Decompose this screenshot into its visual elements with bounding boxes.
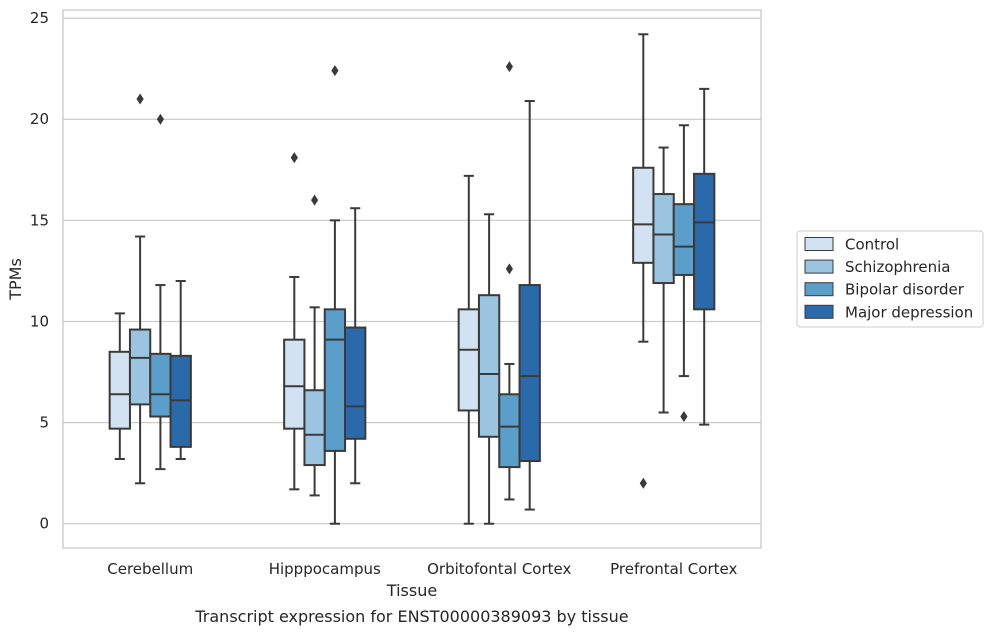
box-iqr [672, 203, 696, 276]
box-control [283, 152, 306, 491]
legend: Control Schizophrenia Bipolar disorder Majo… [796, 230, 984, 328]
box-iqr [632, 166, 655, 264]
box-iqr [693, 172, 716, 311]
box-major-depression [518, 100, 541, 511]
box-bipolar-disorder [498, 61, 521, 501]
x-axis-label: Tissue [386, 581, 437, 600]
box-bipolar-disorder [149, 113, 172, 471]
box-iqr [457, 308, 480, 412]
box-major-depression [344, 207, 367, 485]
box-iqr [498, 393, 521, 469]
box-plot-series [108, 33, 716, 525]
outlier-point [156, 113, 164, 125]
box-control [457, 174, 480, 525]
box-iqr [518, 284, 541, 463]
outlier-point [290, 152, 298, 164]
box-control [632, 33, 655, 489]
box-iqr [323, 308, 347, 452]
legend-label: Bipolar disorder [845, 281, 965, 299]
box-iqr [652, 193, 675, 285]
y-tick-label: 20 [30, 110, 49, 128]
box-schizophrenia [652, 146, 675, 414]
outlier-point [331, 65, 339, 77]
outlier-point [505, 61, 513, 73]
y-tick-label: 0 [39, 515, 49, 533]
box-iqr [303, 389, 326, 467]
box-iqr [108, 350, 131, 430]
outlier-point [311, 194, 319, 206]
outlier-point [136, 93, 144, 105]
legend-swatch [804, 304, 834, 319]
box-iqr [128, 328, 152, 406]
box-bipolar-disorder [323, 65, 347, 525]
box-schizophrenia [128, 93, 152, 485]
box-iqr [169, 354, 192, 448]
x-tick-label: Orbitofontal Cortex [427, 560, 571, 578]
box-major-depression [693, 87, 716, 426]
outlier-point [505, 263, 513, 275]
legend-label: Major depression [845, 303, 973, 321]
y-axis-ticks: 0 5 10 15 20 25 [30, 9, 49, 533]
x-axis-ticks: Cerebellum Hipppocampus Orbitofontal Corte… [107, 560, 737, 578]
box-iqr [283, 338, 306, 430]
legend-swatch [804, 282, 834, 297]
y-tick-label: 10 [30, 312, 49, 330]
chart-caption: Transcript expression for ENST0000038909… [194, 607, 628, 626]
legend-label: Control [845, 236, 899, 254]
y-tick-label: 15 [30, 211, 49, 229]
box-iqr [477, 294, 501, 438]
outlier-point [680, 411, 688, 423]
legend-label: Schizophrenia [845, 258, 950, 276]
y-tick-label: 5 [39, 414, 49, 432]
box-schizophrenia [303, 194, 326, 497]
box-major-depression [169, 280, 192, 461]
legend-frame [796, 230, 984, 328]
y-tick-label: 25 [30, 9, 49, 27]
box-bipolar-disorder [672, 124, 696, 423]
box-control [108, 312, 131, 461]
box-iqr [149, 352, 172, 418]
box-schizophrenia [477, 213, 501, 525]
legend-swatch [804, 237, 834, 251]
x-tick-label: Prefrontal Cortex [610, 560, 737, 578]
x-tick-label: Hipppocampus [269, 560, 381, 578]
x-tick-label: Cerebellum [107, 560, 193, 578]
y-axis-label: TPMs [6, 258, 25, 301]
plot-area-frame [62, 9, 762, 549]
outlier-point [639, 477, 647, 489]
legend-swatch [804, 259, 834, 274]
box-iqr [344, 326, 367, 440]
